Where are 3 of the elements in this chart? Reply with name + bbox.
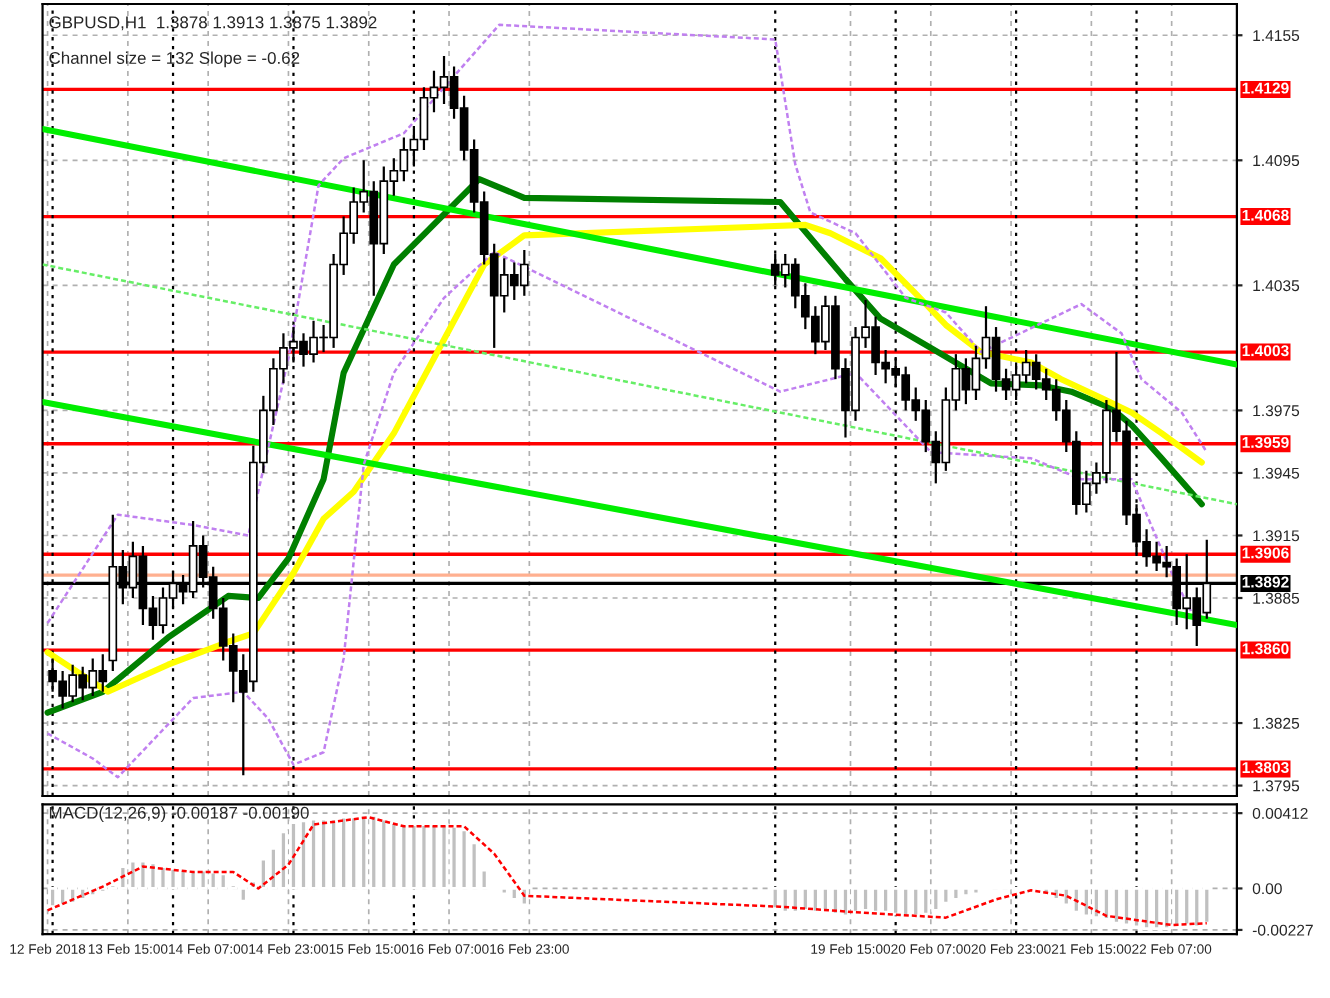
text: Channel size = 132 Slope = -0.62	[49, 51, 300, 68]
text: GBPUSD,H1 1.3878 1.3913 1.3875 1.3892	[49, 16, 377, 31]
chart-title: MACD(12,26,9) -0.00187 -0.00190	[49, 806, 309, 823]
